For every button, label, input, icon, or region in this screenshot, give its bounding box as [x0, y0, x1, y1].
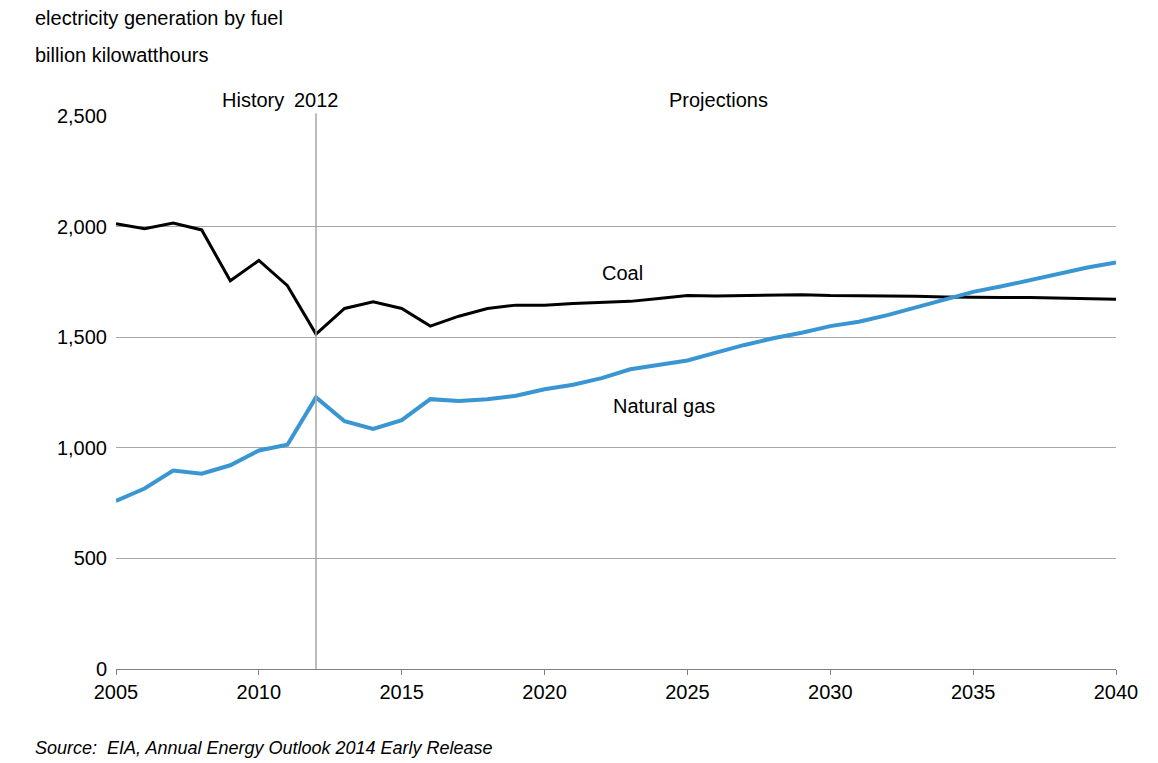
svg-text:2035: 2035: [951, 681, 996, 703]
svg-text:Coal: Coal: [602, 262, 643, 284]
svg-text:500: 500: [74, 547, 107, 569]
svg-text:billion kilowatthours: billion kilowatthours: [35, 44, 208, 66]
svg-text:Projections: Projections: [669, 89, 768, 111]
svg-text:2015: 2015: [379, 681, 424, 703]
svg-text:electricity generation by fuel: electricity generation by fuel: [35, 7, 283, 29]
svg-text:2,000: 2,000: [57, 216, 107, 238]
svg-text:History: History: [222, 89, 284, 111]
svg-text:2012: 2012: [294, 89, 339, 111]
svg-text:2025: 2025: [665, 681, 710, 703]
svg-text:2020: 2020: [522, 681, 567, 703]
svg-text:1,000: 1,000: [57, 437, 107, 459]
svg-text:Natural gas: Natural gas: [613, 395, 715, 417]
svg-text:Source: EIA, Annual Energy Ou: Source: EIA, Annual Energy Outlook 2014 …: [35, 738, 493, 758]
svg-text:2030: 2030: [808, 681, 853, 703]
svg-text:2010: 2010: [237, 681, 282, 703]
svg-text:2005: 2005: [94, 681, 139, 703]
svg-text:2040: 2040: [1094, 681, 1139, 703]
svg-text:1,500: 1,500: [57, 326, 107, 348]
svg-text:0: 0: [96, 658, 107, 680]
svg-text:2,500: 2,500: [57, 105, 107, 127]
